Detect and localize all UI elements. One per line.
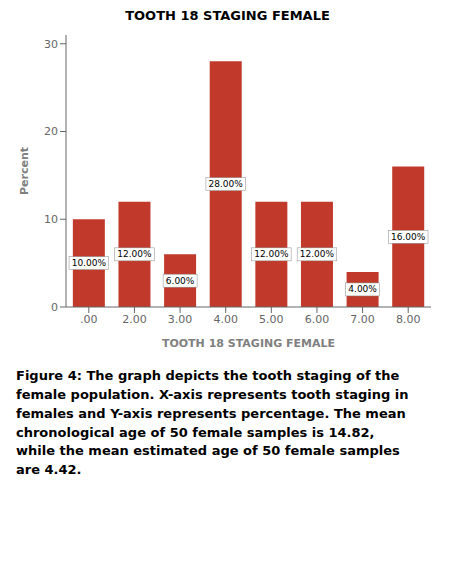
svg-text:4.00%: 4.00%	[348, 284, 377, 294]
svg-text:10.00%: 10.00%	[72, 258, 107, 268]
svg-text:16.00%: 16.00%	[391, 232, 426, 242]
svg-text:4.00: 4.00	[213, 313, 238, 326]
html-text:female population. X-axis repr: female population. X-axis represents too…	[16, 386, 409, 402]
svg-text:.00: .00	[80, 313, 98, 326]
svg-text:2.00: 2.00	[122, 313, 147, 326]
html-text:chronological age of 50 female: chronological age of 50 female samples i…	[16, 424, 375, 440]
svg-text:12.00%: 12.00%	[117, 249, 152, 259]
html-text:while the mean estimated age o: while the mean estimated age of 50 femal…	[16, 443, 400, 459]
svg-text:8.00: 8.00	[396, 313, 421, 326]
svg-text:6.00%: 6.00%	[166, 276, 195, 286]
svg-text:12.00%: 12.00%	[254, 249, 289, 259]
svg-text:20: 20	[44, 125, 58, 138]
svg-text:Percent: Percent	[18, 147, 31, 195]
html-text:TOOTH 18 STAGING FEMALE: TOOTH 18 STAGING FEMALE	[125, 8, 330, 23]
svg-text:5.00: 5.00	[259, 313, 284, 326]
svg-text:0: 0	[51, 301, 58, 314]
svg-text:TOOTH 18 STAGING FEMALE: TOOTH 18 STAGING FEMALE	[162, 337, 335, 350]
html-text:are 4.42.: are 4.42.	[16, 462, 82, 478]
html-text:Figure 4: The graph depicts th: Figure 4: The graph depicts the tooth st…	[16, 368, 400, 383]
svg-text:3.00: 3.00	[168, 313, 193, 326]
html-text:females and Y-axis represents: females and Y-axis represents percentage…	[16, 405, 406, 421]
svg-text:12.00%: 12.00%	[300, 249, 335, 259]
svg-text:7.00: 7.00	[350, 313, 375, 326]
svg-text:30: 30	[44, 38, 58, 51]
svg-text:28.00%: 28.00%	[209, 179, 244, 189]
svg-text:10: 10	[44, 213, 58, 226]
svg-text:6.00: 6.00	[305, 313, 330, 326]
